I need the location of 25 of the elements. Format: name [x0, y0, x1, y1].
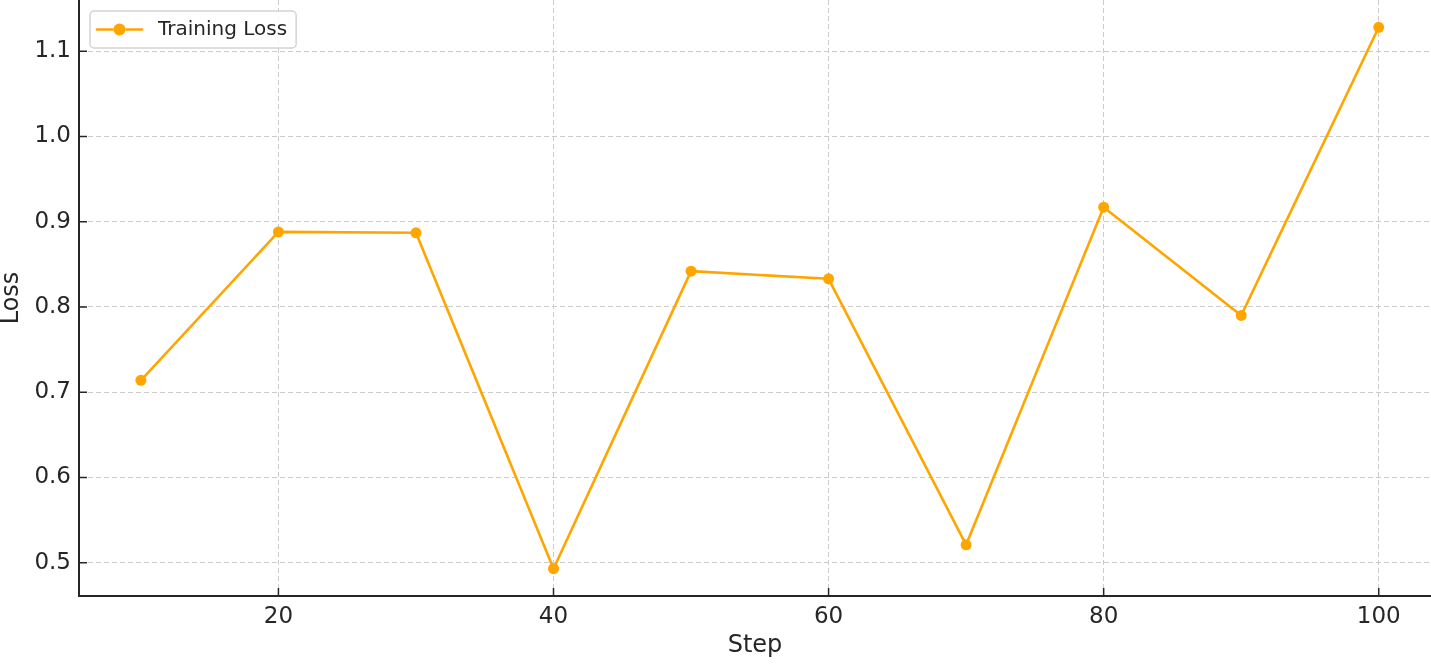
- point: [1373, 21, 1385, 33]
- point: [823, 273, 835, 285]
- legend-label: Training Loss: [157, 15, 288, 40]
- point: [960, 539, 972, 551]
- x-tick-label: 100: [1356, 601, 1401, 628]
- point: [685, 265, 697, 277]
- point: [135, 374, 147, 386]
- y-tick-label: 0.7: [34, 377, 71, 404]
- y-tick-label: 0.5: [34, 547, 71, 574]
- x-tick-label: 40: [538, 601, 569, 628]
- y-tick-label: 0.9: [34, 206, 71, 233]
- point: [548, 563, 560, 575]
- x-tick-label: 80: [1089, 601, 1119, 628]
- y-tick-label: 1.0: [34, 121, 71, 148]
- x-axis-title: Step: [727, 629, 783, 658]
- x-tick-label: 60: [813, 601, 844, 628]
- y-tick-label: 0.8: [34, 291, 71, 318]
- y-tick-label: 1.1: [34, 36, 71, 63]
- point: [272, 226, 284, 238]
- y-tick-label: 0.6: [34, 462, 71, 489]
- x-tick-label: 20: [263, 601, 294, 628]
- y-axis-title: Loss: [0, 271, 25, 325]
- point: [1235, 309, 1247, 321]
- point: [410, 227, 422, 239]
- point: [1098, 201, 1110, 213]
